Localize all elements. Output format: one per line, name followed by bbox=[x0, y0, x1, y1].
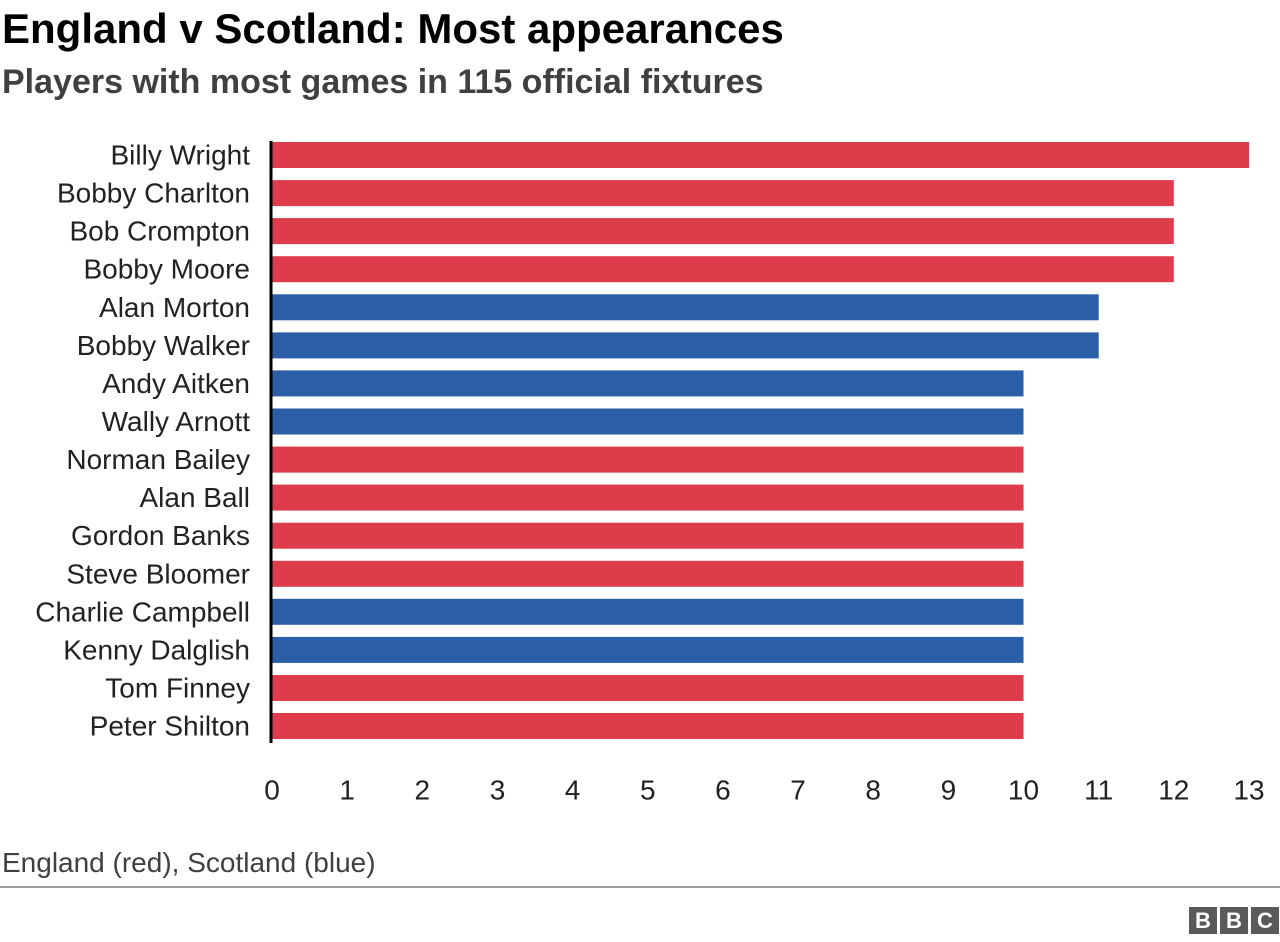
bbc-logo: B B C bbox=[1189, 907, 1279, 934]
bar bbox=[272, 180, 1174, 207]
x-tick-label: 10 bbox=[1008, 775, 1039, 806]
x-tick-label: 0 bbox=[264, 775, 280, 806]
category-label: Alan Ball bbox=[139, 482, 250, 513]
chart-subtitle: Players with most games in 115 official … bbox=[2, 63, 764, 101]
x-tick-label: 7 bbox=[790, 775, 806, 806]
category-label: Tom Finney bbox=[105, 673, 250, 704]
bar bbox=[272, 218, 1174, 245]
footer-divider bbox=[0, 886, 1280, 888]
chart-title: England v Scotland: Most appearances bbox=[2, 5, 784, 52]
x-tick-label: 13 bbox=[1233, 775, 1264, 806]
category-label: Peter Shilton bbox=[90, 711, 250, 742]
x-tick-label: 11 bbox=[1084, 775, 1113, 806]
x-tick-label: 5 bbox=[640, 775, 656, 806]
bar bbox=[272, 446, 1024, 473]
category-label: Steve Bloomer bbox=[66, 558, 250, 589]
category-label: Wally Arnott bbox=[102, 406, 251, 437]
bar-chart: Billy Wright Bobby Charlton Bob Crompton Bo… bbox=[35, 140, 1264, 806]
x-tick-label: 3 bbox=[490, 775, 506, 806]
x-tick-label: 4 bbox=[565, 775, 581, 806]
bar bbox=[272, 370, 1024, 397]
category-label: Gordon Banks bbox=[71, 520, 250, 551]
category-label: Charlie Campbell bbox=[35, 596, 250, 627]
x-tick-label: 8 bbox=[865, 775, 881, 806]
x-tick-label: 2 bbox=[415, 775, 431, 806]
category-label: Kenny Dalglish bbox=[63, 634, 250, 665]
category-label: Billy Wright bbox=[110, 140, 250, 171]
legend-note: England (red), Scotland (blue) bbox=[2, 847, 376, 878]
category-label: Bobby Moore bbox=[83, 254, 250, 285]
bbc-logo-letter: B bbox=[1189, 907, 1217, 934]
category-label: Andy Aitken bbox=[102, 368, 250, 399]
bar bbox=[272, 522, 1024, 549]
bar bbox=[272, 294, 1099, 321]
bar bbox=[272, 598, 1024, 625]
category-label: Bobby Walker bbox=[77, 330, 250, 361]
bar bbox=[272, 713, 1024, 739]
x-tick-label: 9 bbox=[941, 775, 957, 806]
category-label: Bobby Charlton bbox=[57, 178, 250, 209]
bar bbox=[272, 332, 1099, 359]
bar bbox=[272, 256, 1174, 283]
x-tick-label: 6 bbox=[715, 775, 731, 806]
bar bbox=[272, 142, 1249, 168]
bbc-logo-letter: B bbox=[1220, 907, 1248, 934]
category-label: Alan Morton bbox=[99, 292, 250, 323]
bar bbox=[272, 560, 1024, 587]
category-label: Bob Crompton bbox=[69, 216, 250, 247]
bar bbox=[272, 636, 1024, 663]
bar bbox=[272, 408, 1024, 435]
category-label: Norman Bailey bbox=[66, 444, 250, 475]
x-tick-label: 1 bbox=[339, 775, 355, 806]
x-tick-label: 12 bbox=[1158, 775, 1189, 806]
bar bbox=[272, 484, 1024, 511]
bbc-logo-letter: C bbox=[1251, 907, 1279, 934]
bar bbox=[272, 675, 1024, 701]
